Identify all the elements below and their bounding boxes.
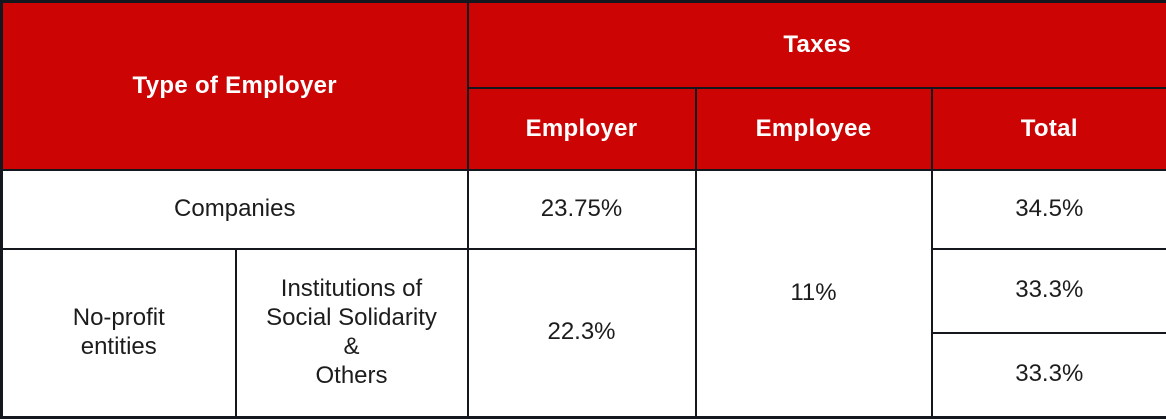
cell-companies-total-rate: 34.5% <box>932 170 1166 249</box>
table-row-companies: Companies 23.75% 11% 34.5% <box>2 170 1166 249</box>
cell-companies-label: Companies <box>2 170 468 249</box>
header-cell-taxes: Taxes <box>468 2 1166 88</box>
header-row-taxes: Type of Employer Taxes <box>2 2 1166 88</box>
header-cell-total: Total <box>932 88 1166 170</box>
table-row-no-profit-1: No-profit entities Institutions of Socia… <box>2 249 1166 333</box>
cell-employee-rate-shared: 11% <box>696 170 932 418</box>
cell-no-profit-total-rate-2: 33.3% <box>932 333 1166 418</box>
cell-no-profit-employer-rate: 22.3% <box>468 249 696 418</box>
header-cell-type-of-employer: Type of Employer <box>2 2 468 170</box>
header-cell-employer: Employer <box>468 88 696 170</box>
cell-companies-employer-rate: 23.75% <box>468 170 696 249</box>
cell-no-profit-label: No-profit entities <box>2 249 236 418</box>
header-cell-employee: Employee <box>696 88 932 170</box>
cell-no-profit-total-rate-1: 33.3% <box>932 249 1166 333</box>
cell-no-profit-sublabel: Institutions of Social Solidarity & Othe… <box>236 249 468 418</box>
